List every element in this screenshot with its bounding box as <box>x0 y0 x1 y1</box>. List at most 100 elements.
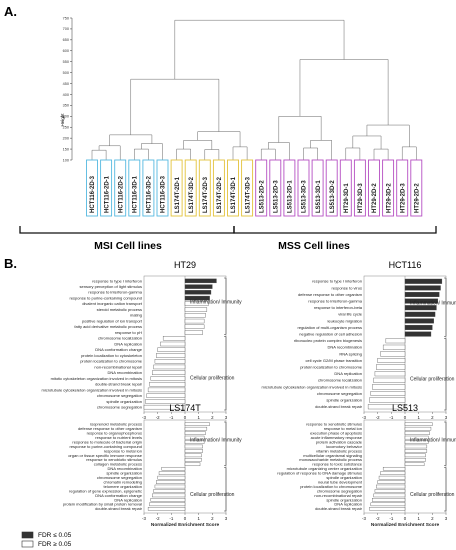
enrichment-panel-ht29: HT29 response to type I interferonsensory… <box>42 260 243 427</box>
bar-category-label: defense response to other organism <box>298 292 363 297</box>
group-bracket <box>224 336 227 411</box>
bar-category-label: response to metal ion <box>324 426 362 431</box>
bar <box>153 489 186 493</box>
bar <box>377 358 406 363</box>
msi-bracket: MSI Cell lines <box>19 226 235 252</box>
x-tick-label: -2 <box>376 516 380 521</box>
x-tick-label: 3 <box>445 516 448 521</box>
bar <box>158 471 186 475</box>
bar <box>157 347 186 352</box>
x-tick-label: 0 <box>404 516 407 521</box>
bar-category-label: chromosome segregation <box>97 393 142 398</box>
leaf-label: LS174T-2D-1 <box>175 176 181 213</box>
bar <box>404 422 433 426</box>
leaf-box <box>198 159 211 217</box>
bar <box>150 376 186 381</box>
bar-category-label: response to organophosphorus <box>87 431 142 436</box>
bar <box>149 502 186 507</box>
x-tick-label: -1 <box>169 516 173 521</box>
bar-category-label: spindle organization <box>106 471 142 476</box>
dendrogram-y-tick-label: 350 <box>63 104 69 108</box>
dendrogram: Height 100 150 200 250 300 350 400 450 500 550 600… <box>60 16 423 217</box>
dendrogram-y-tick-label: 400 <box>63 93 69 97</box>
bar-category-label: response to pH <box>115 330 142 335</box>
bar-category-label: chromatin remodeling <box>104 479 142 484</box>
bar <box>369 507 406 511</box>
group-bracket <box>444 421 447 466</box>
leaf-label: HCT116-3D-3 <box>161 175 167 213</box>
panel-title: HCT116 <box>389 260 422 270</box>
bar-category-label: DNA replication <box>114 497 142 502</box>
bar-category-label: execution phase of apoptosis <box>310 431 362 436</box>
bar <box>377 480 406 484</box>
bar <box>184 324 205 329</box>
dendrogram-y-tick-label: 500 <box>63 71 69 75</box>
bar-category-label: regulation of multi-organism process <box>298 325 362 330</box>
bar-category-label: response to nutrient levels <box>95 435 142 440</box>
group-label-bottom: Cellular proliferation <box>410 377 455 383</box>
bar-category-label: double-strand break repair <box>315 404 363 409</box>
bar <box>184 422 210 426</box>
bar-category-label: protein localization to cytoskeleton <box>81 353 142 358</box>
leaf-label: LS513-3D-3 <box>302 180 308 213</box>
bar <box>161 466 186 471</box>
bar <box>162 336 186 341</box>
group-label-bottom: Cellular proliferation <box>190 376 235 382</box>
group-bracket <box>444 338 447 411</box>
bar <box>153 364 186 370</box>
leaf-box <box>353 159 366 217</box>
leaf-box <box>297 159 310 217</box>
bar <box>373 493 406 498</box>
leaf-box <box>396 159 409 217</box>
bar-category-label: response to interferon-beta <box>314 305 363 310</box>
leaf-box <box>368 159 380 217</box>
panel-label-a: A. <box>4 4 17 19</box>
bar <box>374 371 406 377</box>
leaf-box <box>382 159 395 217</box>
bar-category-label: spindle organization <box>326 475 362 480</box>
bar-category-label: response to molecule of bacterial origin <box>72 439 142 444</box>
bar <box>160 341 186 347</box>
bar <box>404 325 433 330</box>
bar-category-label: microtubule organizing center organizati… <box>287 466 362 471</box>
dendrogram-y-tick-label: 600 <box>63 49 69 53</box>
bar <box>184 426 208 431</box>
bar <box>184 301 209 307</box>
bar-category-label: protein localization to chromosome <box>300 484 363 489</box>
bar-category-label: response to interferon-gamma <box>88 290 142 295</box>
bar-category-label: chromosome segregation <box>317 488 362 493</box>
bar <box>145 399 186 404</box>
bar <box>382 344 406 350</box>
bar-category-label: response to xenobiotic stimulus <box>86 457 142 462</box>
bar-category-label: spindle organization <box>326 398 362 403</box>
x-axis-label: Normalized Enrichment Score <box>371 522 440 528</box>
bar <box>184 290 212 295</box>
bar-category-label: ribonucleo protein complex biogenesis <box>294 338 362 343</box>
panel-title: LS174T <box>169 403 201 413</box>
bar-category-label: neural tube development <box>318 479 363 484</box>
bar <box>184 444 203 449</box>
x-tick-label: -2 <box>376 415 380 420</box>
x-tick-label: 0 <box>184 516 187 521</box>
x-axis-label: Normalized Enrichment Score <box>151 522 220 528</box>
dendrogram-y-tick-label: 150 <box>63 147 69 151</box>
bar-category-label: mating <box>130 313 142 318</box>
leaf-label: LS513-2D-1 <box>288 180 294 213</box>
bar <box>184 458 202 462</box>
leaf-box <box>410 159 423 217</box>
bar-category-label: response to purine-containing compound <box>70 295 143 300</box>
bar-category-label: non-recombinational repair <box>94 364 142 369</box>
bar <box>372 498 406 502</box>
leaf-box <box>283 159 296 217</box>
bar <box>404 318 434 324</box>
leaf-label: LS174T-3D-3 <box>245 176 251 213</box>
bar-category-label: response to xenobiotic stimulus <box>306 422 362 427</box>
x-tick-label: 2 <box>211 415 214 420</box>
bar-category-label: DNA recombination <box>108 370 142 375</box>
bar <box>184 435 205 440</box>
bar <box>385 338 406 344</box>
bar-category-label: positive regulation of ion transport <box>82 318 143 323</box>
group-label-bottom: Cellular proliferation <box>410 492 455 498</box>
